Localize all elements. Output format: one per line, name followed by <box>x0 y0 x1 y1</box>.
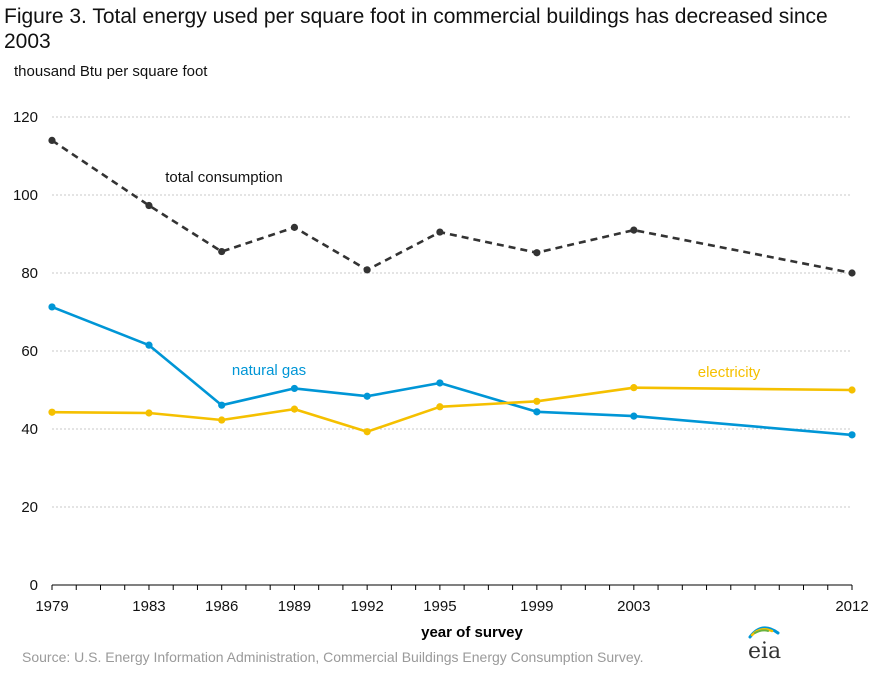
y-axis-unit-label: thousand Btu per square foot <box>14 63 208 80</box>
data-point-natural-gas-2003 <box>630 412 638 420</box>
y-tick-label-80: 80 <box>21 265 38 282</box>
x-tick-label-2003: 2003 <box>617 598 650 615</box>
series-line-total-consumption <box>51 139 853 275</box>
y-tick-label-40: 40 <box>21 421 38 438</box>
x-tick-label-1986: 1986 <box>205 598 238 615</box>
x-tick-label-1995: 1995 <box>423 598 456 615</box>
data-point-electricity-2003 <box>630 384 638 392</box>
series-label-electricity: electricity <box>698 364 761 381</box>
data-point-natural-gas-1989 <box>290 384 299 393</box>
x-tick-label-1992: 1992 <box>350 598 383 615</box>
x-tick-label-1983: 1983 <box>132 598 165 615</box>
data-point-electricity-1986 <box>218 416 226 424</box>
series-label-natural-gas: natural gas <box>232 362 306 379</box>
y-tick-label-60: 60 <box>21 343 38 360</box>
data-point-natural-gas-2012 <box>848 431 856 439</box>
data-point-natural-gas-1999 <box>533 408 541 416</box>
data-point-natural-gas-1983 <box>145 341 153 349</box>
data-point-total-consumption-2003 <box>630 226 638 234</box>
data-point-total-consumption-1979 <box>48 136 56 144</box>
source-note: Source: U.S. Energy Information Administ… <box>22 649 644 665</box>
series-label-total-consumption: total consumption <box>165 169 283 186</box>
data-point-total-consumption-1995 <box>436 228 444 236</box>
x-tick-label-1989: 1989 <box>278 598 311 615</box>
data-point-total-consumption-1999 <box>533 249 541 257</box>
y-tick-label-120: 120 <box>13 109 38 126</box>
data-point-electricity-1989 <box>290 405 299 413</box>
data-point-electricity-1995 <box>436 403 444 411</box>
eia-logo-icon: eia <box>748 626 781 664</box>
data-point-natural-gas-1995 <box>436 379 444 387</box>
data-point-electricity-1979 <box>48 408 56 416</box>
data-point-natural-gas-1979 <box>48 303 56 311</box>
data-point-electricity-1983 <box>145 409 153 417</box>
data-point-electricity-2012 <box>848 386 856 394</box>
data-point-total-consumption-1983 <box>145 201 153 210</box>
data-point-total-consumption-1989 <box>290 223 299 231</box>
y-tick-label-0: 0 <box>30 577 38 594</box>
data-point-total-consumption-2012 <box>848 269 856 277</box>
y-tick-label-20: 20 <box>21 499 38 516</box>
x-tick-label-1979: 1979 <box>35 598 68 615</box>
x-axis-label: year of survey <box>421 624 523 641</box>
data-point-natural-gas-1992 <box>363 392 371 400</box>
logo-text: eia <box>748 639 781 664</box>
data-point-natural-gas-1986 <box>218 401 226 409</box>
data-point-total-consumption-1986 <box>218 247 226 256</box>
data-point-electricity-1992 <box>363 428 371 436</box>
y-tick-label-100: 100 <box>13 187 38 204</box>
x-tick-label-2012: 2012 <box>835 598 868 615</box>
data-point-total-consumption-1992 <box>363 266 371 274</box>
chart-title: Figure 3. Total energy used per square f… <box>4 5 828 53</box>
x-tick-label-1999: 1999 <box>520 598 553 615</box>
data-point-electricity-1999 <box>533 397 541 405</box>
